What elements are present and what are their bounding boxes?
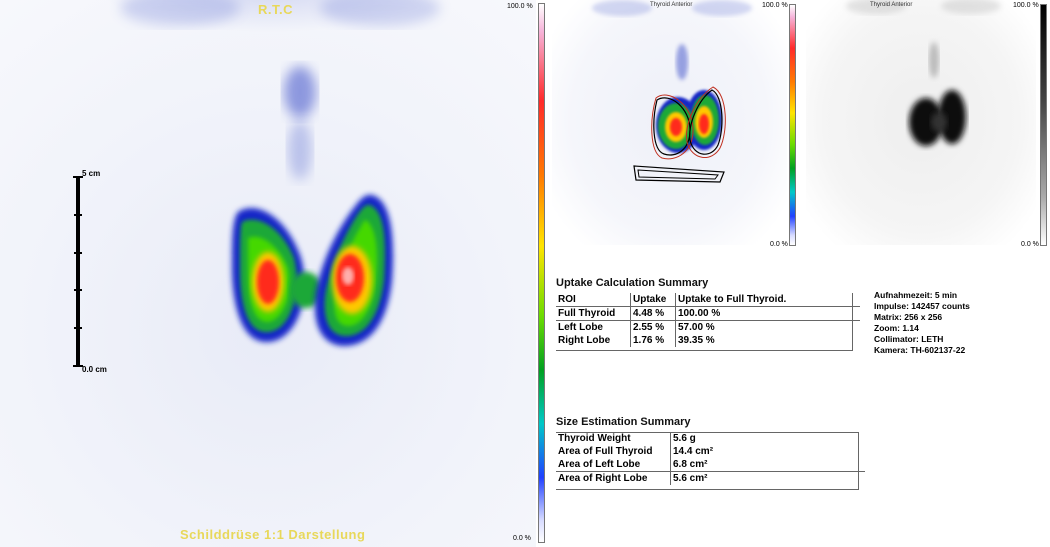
size-summary-table: Thyroid Weight 5.6 g Area of Full Thyroi…	[556, 432, 865, 485]
uptake-header-row: ROI Uptake Uptake to Full Thyroid.	[556, 293, 860, 307]
main-colorbar-top-label: 100.0 %	[507, 3, 533, 10]
uptake-roi-name: Right Lobe	[556, 334, 631, 347]
uptake-roi-name: Full Thyroid	[556, 306, 631, 321]
acquisition-counts: Impulse: 142457 counts	[874, 301, 970, 311]
thumbnail-color-colorbar-bottom: 0.0 %	[770, 241, 788, 248]
main-colorbar	[538, 3, 545, 543]
main-colorbar-bottom-label: 0.0 %	[513, 535, 531, 542]
size-label: Area of Left Lobe	[556, 458, 671, 472]
uptake-relative-value: 39.35 %	[678, 335, 715, 346]
thumbnail-color-colorbar	[789, 4, 796, 246]
size-label: Thyroid Weight	[556, 432, 671, 445]
scale-bottom-label: 0.0 cm	[82, 365, 107, 374]
uptake-col-roi: ROI	[556, 293, 631, 307]
table-row: Area of Full Thyroid 14.4 cm²	[556, 445, 865, 458]
image-bottom-label: Schilddrüse 1:1 Darstellung	[180, 527, 366, 542]
scintigraphy-main-image: R.T.C Schilddrüse 1:1 Darstellung 5 cm 0…	[0, 0, 536, 547]
thumbnail-gray-colorbar	[1040, 4, 1047, 246]
acquisition-collimator: Collimator: LETH	[874, 334, 944, 344]
size-label: Area of Full Thyroid	[556, 445, 671, 458]
uptake-roi-name: Left Lobe	[556, 320, 631, 334]
thumbnail-color-colorbar-top: 100.0 %	[762, 2, 788, 9]
size-value: 6.8 cm²	[670, 458, 865, 472]
thumbnail-gray-colorbar-bottom: 0.0 %	[1021, 241, 1039, 248]
acquisition-zoom: Zoom: 1.14	[874, 323, 919, 333]
uptake-relative-value: 100.00 %	[675, 306, 860, 321]
table-row: Area of Left Lobe 6.8 cm²	[556, 458, 865, 472]
scale-top-label: 5 cm	[82, 169, 101, 178]
uptake-value: 1.76 %	[630, 334, 676, 347]
thumbnail-gray[interactable]: Thyroid Anterior	[806, 0, 1036, 245]
thyroid-scan-graphic	[73, 0, 440, 367]
gray-scan-graphic	[846, 0, 1001, 146]
thumbnail-gray-title: Thyroid Anterior	[870, 2, 913, 8]
uptake-summary-table: ROI Uptake Uptake to Full Thyroid. Full …	[556, 293, 860, 347]
table-row: Area of Right Lobe 5.6 cm²	[556, 471, 865, 485]
size-summary-title: Size Estimation Summary	[556, 416, 691, 428]
table-row: Right Lobe 1.76 % 39.35 %	[556, 334, 860, 347]
thumbnail-gray-colorbar-top: 100.0 %	[1013, 2, 1039, 9]
uptake-relative-value: 57.00 %	[678, 322, 715, 333]
size-value: 14.4 cm²	[673, 446, 714, 457]
image-top-label: R.T.C	[258, 2, 293, 17]
size-value: 5.6 g	[673, 433, 696, 444]
uptake-table-frame	[556, 293, 853, 351]
size-label: Area of Right Lobe	[556, 471, 671, 485]
table-row: Full Thyroid 4.48 % 100.00 %	[556, 306, 860, 321]
thumbnail-color-roi[interactable]: Thyroid Anterior	[552, 0, 787, 245]
size-value: 5.6 cm²	[673, 473, 708, 484]
table-row: Left Lobe 2.55 % 57.00 %	[556, 320, 860, 334]
acquisition-time: Aufnahmezeit: 5 min	[874, 290, 958, 300]
uptake-col-relative: Uptake to Full Thyroid.	[675, 293, 860, 307]
uptake-col-uptake: Uptake	[630, 293, 676, 307]
uptake-summary-title: Uptake Calculation Summary	[556, 277, 709, 289]
scale-bar	[73, 176, 83, 367]
thumbnail-color-title: Thyroid Anterior	[650, 2, 693, 8]
roi-overlay-graphic	[592, 0, 752, 183]
uptake-value: 4.48 %	[630, 306, 676, 321]
table-row: Thyroid Weight 5.6 g	[556, 432, 865, 445]
acquisition-info: Aufnahmezeit: 5 min Impulse: 142457 coun…	[874, 290, 970, 356]
acquisition-camera: Kamera: TH-602137-22	[874, 345, 966, 355]
acquisition-matrix: Matrix: 256 x 256	[874, 312, 943, 322]
size-table-frame	[556, 432, 859, 490]
uptake-value: 2.55 %	[630, 320, 676, 334]
